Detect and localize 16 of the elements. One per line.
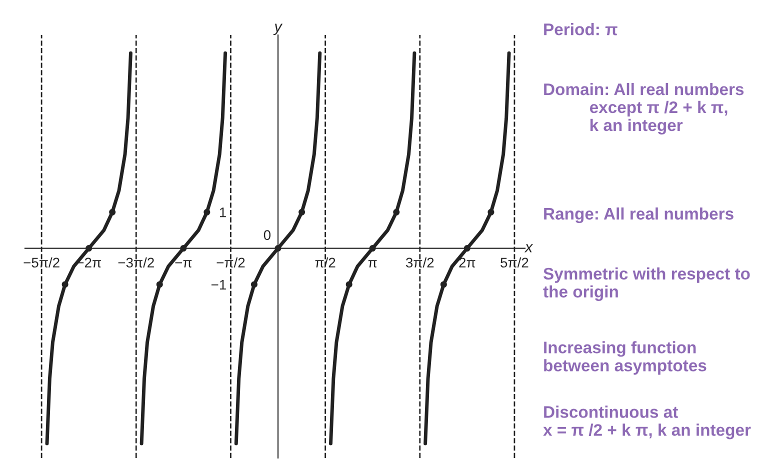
text: Increasing function between asymptotes bbox=[544, 341, 706, 375]
text: Discontinuous at x = π /2 + k π, k an integer bbox=[543, 406, 751, 440]
x-tick-label: −π/2 bbox=[216, 257, 245, 268]
text: Symmetric with respect to the origin bbox=[543, 267, 750, 301]
y-tick-label: 1 bbox=[220, 208, 226, 218]
annotation: 0 bbox=[264, 230, 271, 240]
y-axis-title: y bbox=[273, 24, 283, 35]
y-tick-label: −1 bbox=[211, 280, 226, 290]
text: Domain: All real numbers except π /2 + k π, k an integer bbox=[544, 82, 744, 134]
x-tick-label: π bbox=[368, 260, 377, 268]
text: Period: π bbox=[544, 23, 618, 36]
x-axis-title: x bbox=[524, 244, 534, 252]
x-tick-label: −π bbox=[175, 260, 192, 268]
x-tick-label: 2π bbox=[459, 258, 476, 268]
text: Range: All real numbers bbox=[544, 207, 734, 224]
x-tick-label: −2π bbox=[76, 258, 101, 268]
